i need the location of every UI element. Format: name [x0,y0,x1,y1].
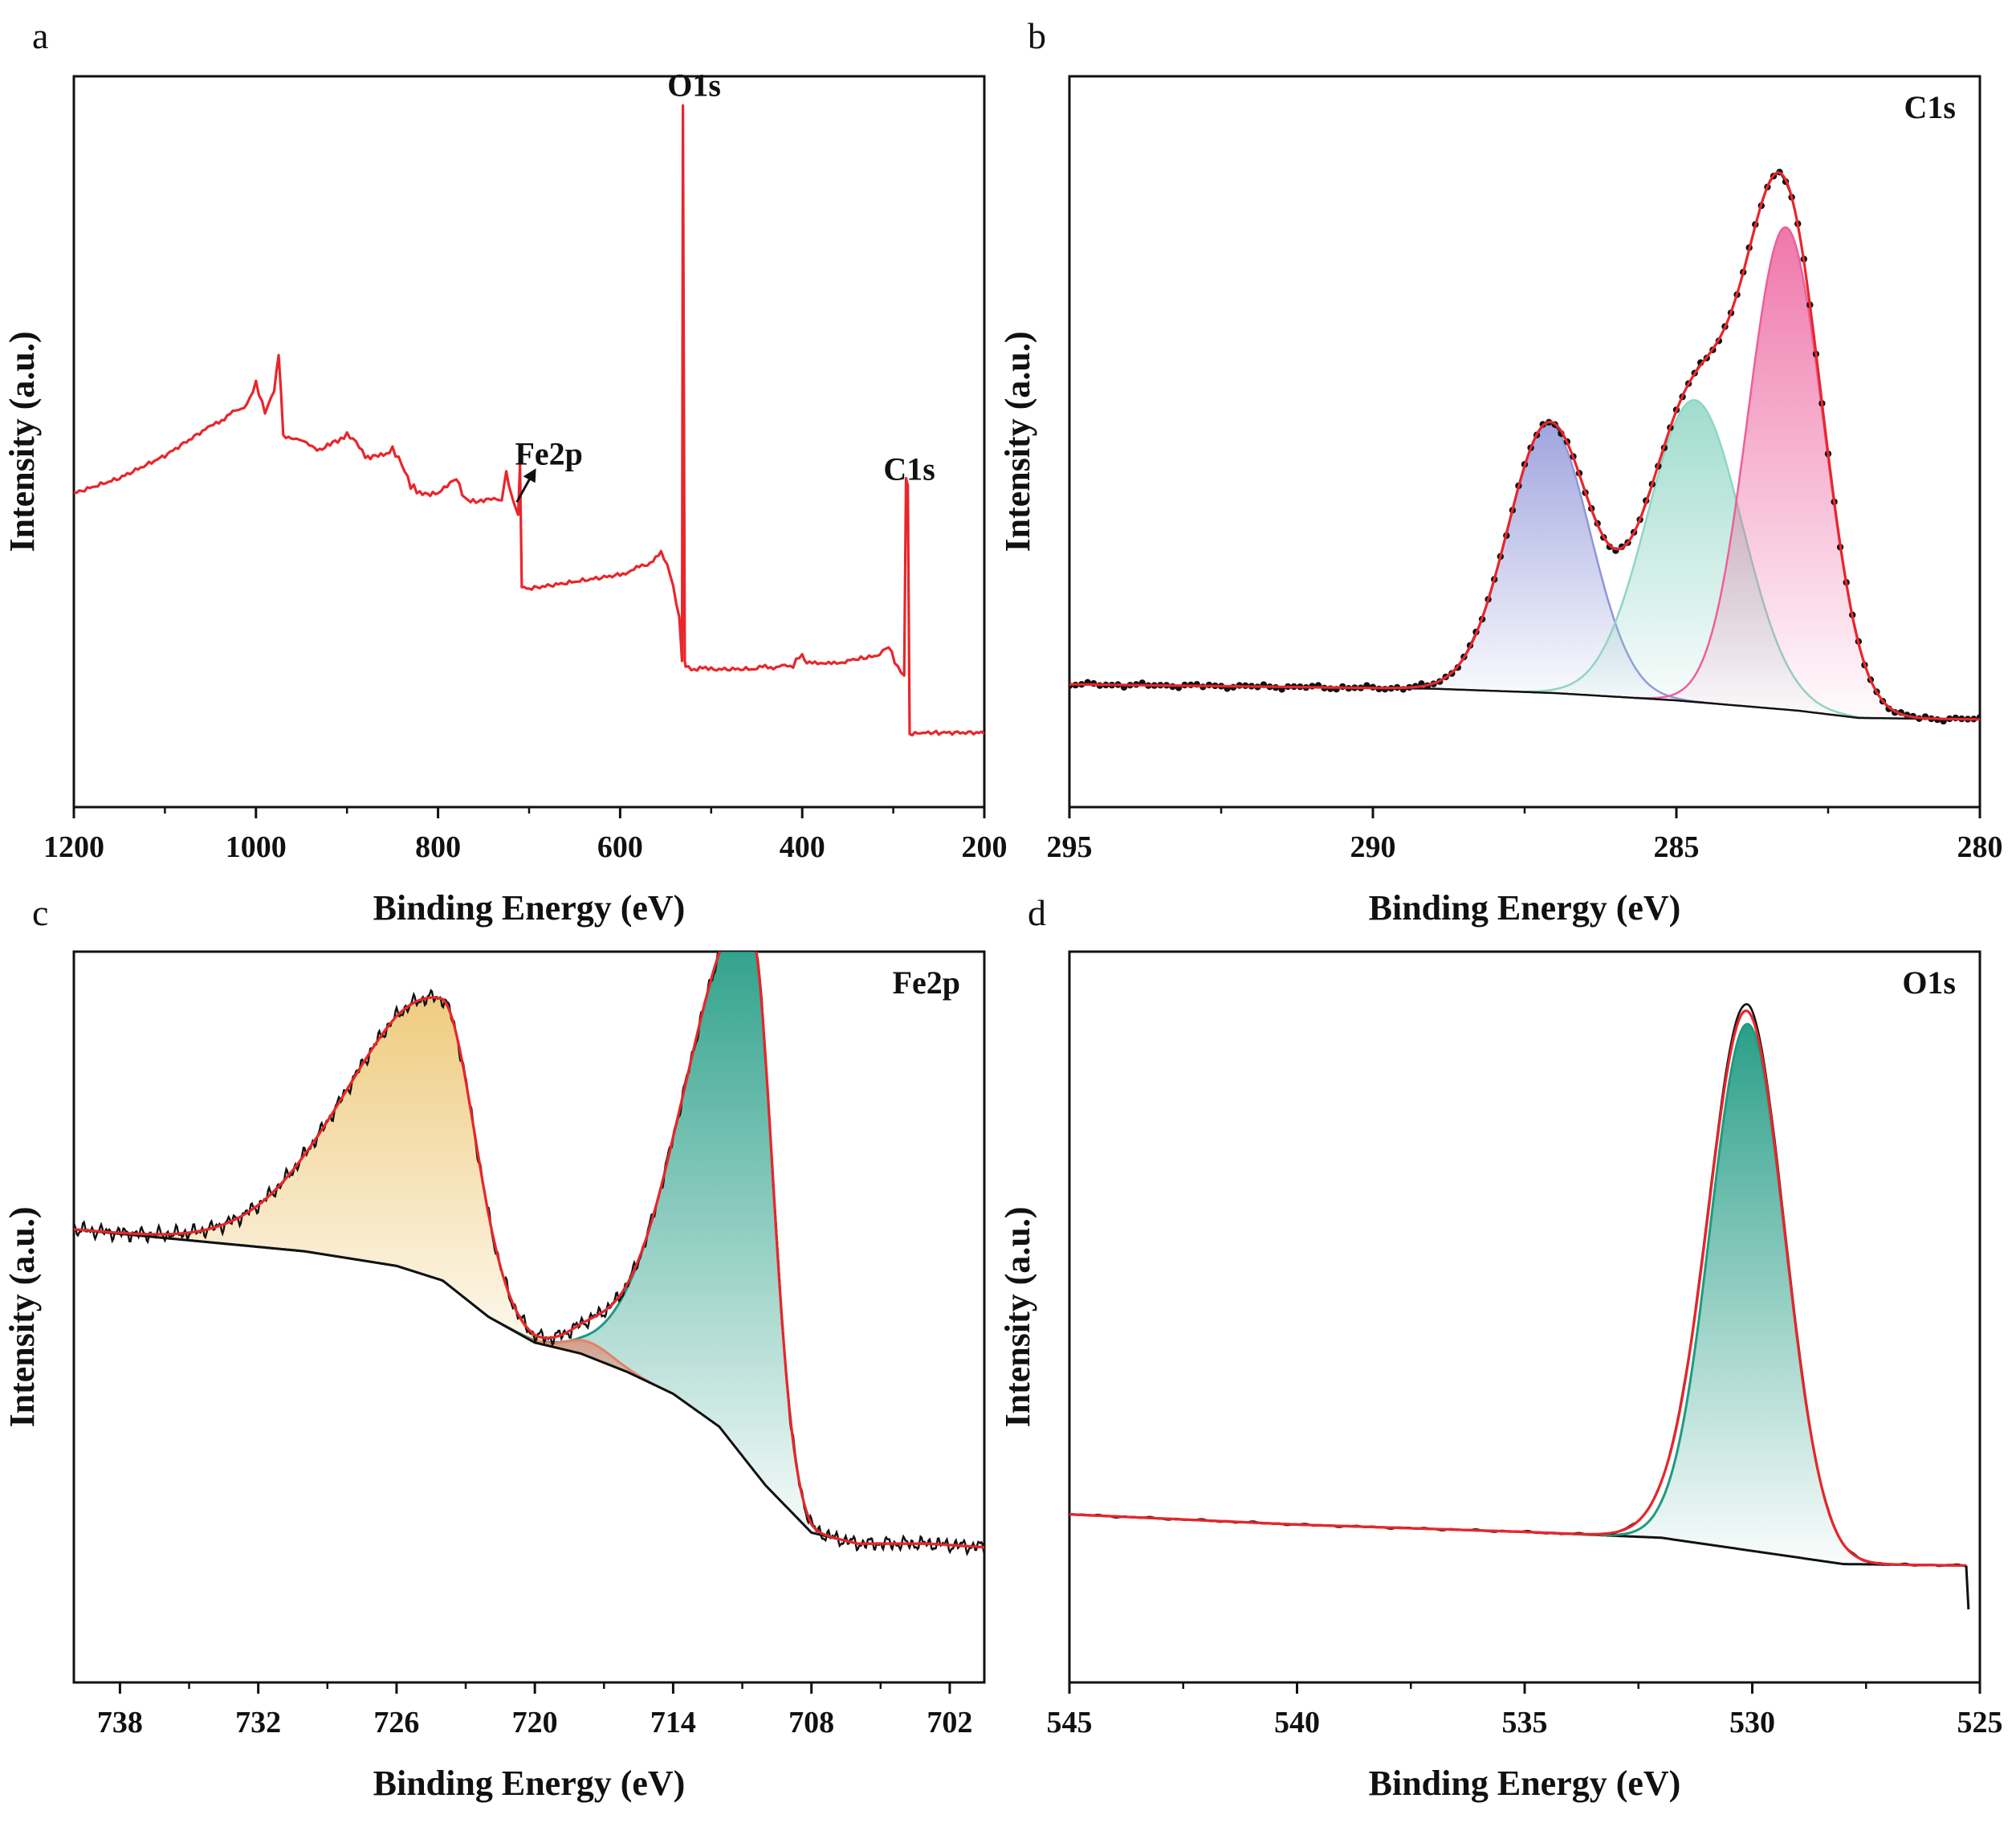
fe-envelope [74,952,984,1549]
x-tick-label-c-6: 702 [927,1706,972,1739]
fe-main-peak-fill [74,952,927,1544]
panel-c-plot [74,952,984,1557]
x-tick-label-d-0: 545 [1047,1706,1093,1739]
x-axis-title-b: Binding Energy (eV) [1369,888,1681,928]
panel-d-plot [1069,1003,1970,1610]
fe-baseline [74,1228,984,1549]
panel-letter-c: c [32,892,48,933]
x-tick-label-d-1: 540 [1274,1706,1320,1739]
survey-spectrum-line [74,104,984,737]
x-tick-label-b-1: 290 [1350,830,1396,864]
o1s-envelope [1069,1009,1966,1567]
c1s-peak-2-fill [1505,400,1884,719]
panel-letter-b: b [1028,15,1046,56]
y-axis-title-b: Intensity (a.u.) [998,331,1037,552]
x-tick-label-a-0: 1200 [43,830,104,864]
x-tick-label-d-3: 530 [1729,1706,1775,1739]
annotation-c1s: C1s [883,451,935,487]
x-tick-label-a-4: 400 [780,830,825,864]
y-axis-title-c: Intensity (a.u.) [2,1206,42,1427]
panel-title-d: O1s [1902,964,1956,1001]
plot-border [1068,950,1981,1684]
x-tick-label-d-2: 535 [1502,1706,1548,1739]
fe-satellite-peak-fill [74,997,627,1372]
c1s-envelope [1069,171,1980,721]
plot-border [72,950,986,1684]
x-tick-label-a-1: 1000 [226,830,287,864]
panel-b-plot [1069,169,1980,725]
x-tick-label-d-4: 525 [1957,1706,2003,1739]
y-axis-title-a: Intensity (a.u.) [2,331,42,552]
c1s-peak-3-fill [1635,227,1937,720]
panel-title-b: C1s [1904,89,1956,125]
x-axis-title-c: Binding Energy (eV) [373,1764,686,1803]
panel-letter-a: a [32,15,48,56]
x-tick-label-b-2: 285 [1654,830,1700,864]
x-tick-label-c-3: 720 [512,1706,558,1739]
x-tick-label-c-5: 708 [788,1706,834,1739]
panel-b-frame: b 295 290 285 280 Binding Energy (eV) Intensit… [998,15,2003,928]
panel-d-frame: d 545 540 535 530 525 Binding Energy (eV) Inten… [998,892,2003,1803]
panel-letter-d: d [1028,892,1046,933]
x-tick-label-a-5: 200 [962,830,1008,864]
panel-c-frame: c 738 732 726 720 714 708 702 Binding Energy (eV… [2,892,986,1803]
x-tick-label-c-1: 732 [235,1706,281,1739]
panel-a-frame: a 1200 1000 800 600 400 200 Binding Energy (eV)… [2,15,1008,928]
x-tick-label-c-2: 726 [373,1706,419,1739]
x-tick-label-a-3: 600 [597,830,643,864]
y-axis-title-d: Intensity (a.u.) [998,1206,1037,1427]
o1s-raw-data [1069,1003,1966,1568]
fe2p-arrow-head [523,468,536,483]
x-axis-title-d: Binding Energy (eV) [1369,1764,1681,1803]
o1s-main-peak-fill [1525,1024,1957,1566]
x-tick-label-b-0: 295 [1047,830,1093,864]
panel-a-plot [74,104,984,737]
x-axis-title-a: Binding Energy (eV) [373,888,686,928]
x-tick-label-c-0: 738 [97,1706,143,1739]
c1s-peak-1-fill [1383,424,1714,704]
annotation-o1s: O1s [667,67,721,103]
x-tick-label-b-3: 280 [1957,830,2003,864]
x-tick-label-a-2: 800 [415,830,461,864]
annotation-fe2p: Fe2p [515,435,582,471]
x-tick-label-c-4: 714 [650,1706,696,1739]
panel-title-c: Fe2p [893,964,960,1001]
o1s-edge-drop [1965,1565,1970,1610]
